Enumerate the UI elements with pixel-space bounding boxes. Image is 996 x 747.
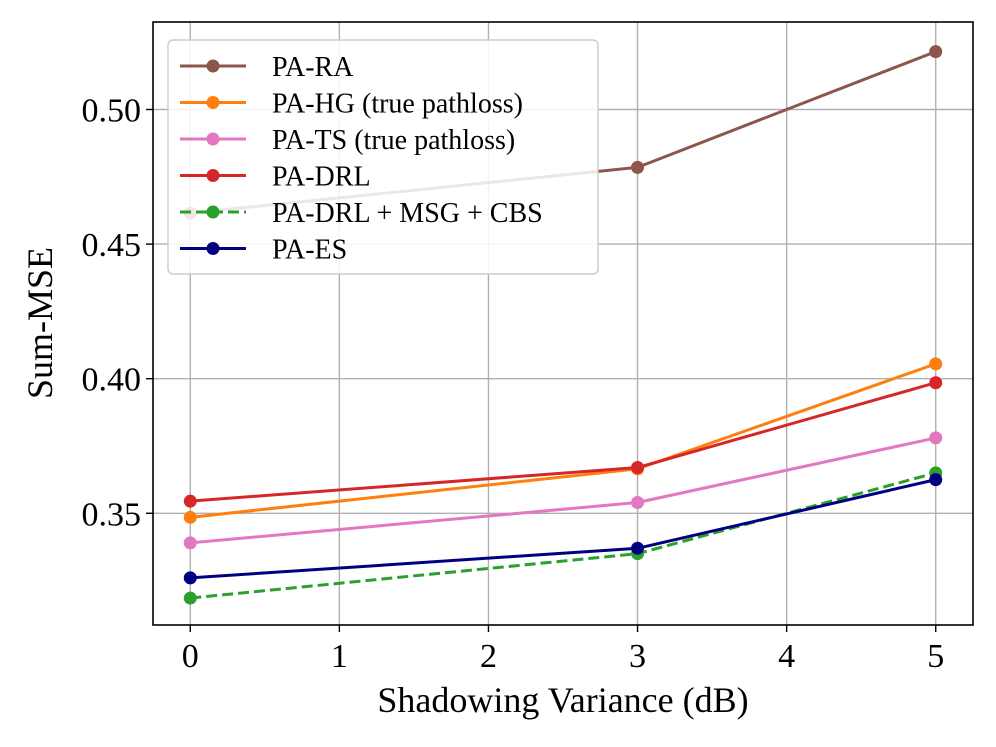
series-pa-drl-msg-cbs xyxy=(183,466,943,605)
legend-label: PA-DRL + MSG + CBS xyxy=(272,198,543,229)
legend-label: PA-DRL xyxy=(272,162,371,193)
x-tick-label: 2 xyxy=(480,638,497,675)
legend: PA-RA PA-HG (true pathloss) PA-TS (true pa… xyxy=(167,39,599,275)
data-point xyxy=(929,431,943,445)
series-pa-drl xyxy=(183,376,943,508)
legend-marker xyxy=(206,205,220,219)
plot-frame xyxy=(152,21,974,626)
legend-item: PA-DRL xyxy=(180,162,371,193)
series-pa-es xyxy=(183,473,943,585)
x-axis-label: Shadowing Variance (dB) xyxy=(377,680,748,720)
legend-marker xyxy=(206,132,220,146)
legend-marker xyxy=(206,169,220,182)
x-tick-label: 1 xyxy=(331,638,348,675)
y-tick-label: 0.45 xyxy=(82,227,142,264)
data-point xyxy=(929,376,943,390)
data-point xyxy=(183,494,197,508)
legend-item: PA-DRL + MSG + CBS xyxy=(180,198,543,229)
legend-item: PA-HG (true pathloss) xyxy=(180,89,523,120)
series-pa-ts-true-pathloss xyxy=(183,431,943,550)
data-point xyxy=(183,536,197,550)
data-point xyxy=(631,541,645,555)
data-point xyxy=(929,45,943,59)
legend-marker xyxy=(206,242,220,255)
y-axis-label: Sum-MSE xyxy=(20,247,60,399)
data-point xyxy=(183,591,197,605)
y-tick-label: 0.35 xyxy=(82,496,142,533)
series-line xyxy=(190,381,937,503)
data-point xyxy=(631,461,645,475)
y-tick-label: 0.50 xyxy=(82,92,142,129)
axis-ticks: 0 1 2 3 4 5 0.35 0.40 0.45 0.50 xyxy=(82,92,945,675)
x-tick-label: 5 xyxy=(927,638,944,675)
series-pa-hg-true-pathloss xyxy=(183,357,943,524)
legend-marker xyxy=(206,59,220,73)
series-line xyxy=(190,436,937,545)
legend-item: PA-TS (true pathloss) xyxy=(180,125,515,156)
legend-box xyxy=(167,39,599,275)
series-line xyxy=(190,478,937,580)
data-point xyxy=(631,496,645,510)
x-tick-label: 3 xyxy=(629,638,646,675)
data-point xyxy=(929,473,943,487)
legend-item: PA-ES xyxy=(180,235,347,266)
legend-marker xyxy=(206,96,220,109)
legend-label: PA-TS (true pathloss) xyxy=(272,125,515,156)
x-tick-label: 4 xyxy=(778,638,795,675)
legend-label: PA-RA xyxy=(272,52,354,83)
data-point xyxy=(183,510,197,524)
x-tick-label: 0 xyxy=(182,638,199,675)
y-tick-label: 0.40 xyxy=(82,362,142,399)
legend-label: PA-ES xyxy=(272,235,347,266)
legend-label: PA-HG (true pathloss) xyxy=(272,89,523,120)
series-line xyxy=(190,362,937,519)
data-point xyxy=(929,357,943,371)
data-point xyxy=(183,571,197,585)
legend-item: PA-RA xyxy=(180,52,354,83)
data-point xyxy=(631,160,645,174)
